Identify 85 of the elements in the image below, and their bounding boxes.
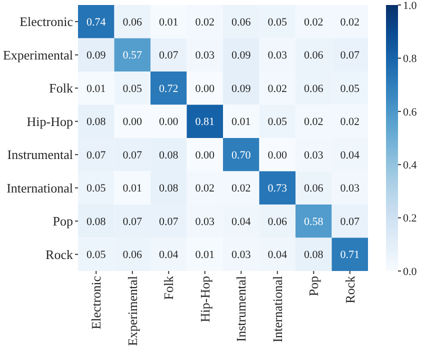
data-label: 0.06 [304, 82, 324, 95]
data-label: 0.07 [340, 50, 360, 62]
data-label: 0.00 [195, 82, 215, 95]
data-label: 0.71 [340, 249, 360, 262]
data-label: 0.09 [232, 82, 252, 95]
data-label: 0.02 [304, 16, 324, 28]
data-label: 0.06 [304, 50, 324, 62]
data-label: 0.08 [86, 216, 106, 228]
x-tick-label: Hip-Hop [197, 276, 212, 322]
data-label: 0.58 [304, 216, 324, 228]
data-label: 0.03 [340, 182, 360, 195]
y-tick-label: Pop [52, 214, 73, 229]
data-label: 0.08 [159, 182, 179, 195]
data-label: 0.08 [304, 249, 324, 262]
data-label: 0.05 [340, 82, 360, 95]
data-label: 0.07 [122, 216, 142, 228]
data-label: 0.74 [86, 16, 106, 28]
data-label: 0.05 [268, 16, 288, 28]
x-tick-label: Rock [342, 276, 358, 304]
data-label: 0.57 [122, 50, 142, 62]
data-label: 0.07 [122, 149, 142, 162]
x-tick-label: Pop [306, 276, 322, 296]
data-label: 0.03 [195, 216, 215, 228]
color-bar-label: 0.2 [403, 212, 417, 225]
color-bar-label: 0.8 [403, 53, 418, 66]
data-label: 0.07 [159, 50, 179, 62]
x-tick-label: International [270, 276, 285, 342]
data-label: 0.02 [195, 16, 214, 28]
data-label: 0.01 [232, 116, 251, 128]
data-label: 0.06 [122, 16, 142, 28]
data-label: 0.03 [268, 50, 288, 62]
data-label: 0.04 [340, 149, 360, 162]
y-tick-label: Experimental [2, 47, 74, 62]
y-tick-label: Hip-Hop [26, 114, 73, 129]
data-label: 0.00 [159, 116, 179, 128]
data-label: 0.05 [122, 82, 142, 95]
y-tick-label: Instrumental [7, 147, 74, 162]
x-tick-label: Instrumental [234, 276, 249, 342]
data-label: 0.05 [86, 182, 106, 195]
data-label: 0.02 [232, 182, 251, 195]
x-tick-label: Experimental [124, 276, 140, 346]
data-label: 0.06 [304, 182, 324, 195]
data-label: 0.05 [86, 249, 106, 262]
data-label: 0.02 [340, 16, 360, 28]
data-label: 0.81 [195, 116, 214, 128]
data-label: 0.03 [232, 249, 252, 262]
y-tick-label: Electronic [20, 14, 74, 30]
y-tick-label: Rock [46, 246, 74, 262]
data-label: 0.70 [232, 149, 252, 162]
data-label: 0.02 [340, 116, 360, 128]
data-label: 0.03 [304, 149, 324, 162]
y-tick-label: Folk [49, 80, 74, 96]
data-label: 0.02 [268, 82, 287, 95]
data-label: 0.05 [268, 116, 288, 128]
color-bar-label: 0.0 [403, 266, 418, 278]
data-label: 0.73 [268, 182, 288, 195]
data-label: 0.04 [232, 216, 252, 228]
data-label: 0.01 [122, 182, 142, 195]
data-label: 0.09 [86, 50, 106, 62]
data-label: 0.72 [159, 82, 178, 95]
y-tick-label: International [6, 180, 74, 196]
data-label: 0.06 [122, 249, 142, 262]
data-label: 0.07 [86, 149, 106, 162]
data-label: 0.02 [304, 116, 324, 128]
color-bar-label: 0.4 [403, 159, 418, 172]
data-label: 0.00 [268, 149, 288, 162]
data-label: 0.07 [340, 216, 360, 228]
data-label: 0.06 [232, 16, 252, 28]
data-label: 0.00 [195, 149, 215, 162]
data-label: 0.09 [232, 50, 252, 62]
data-label: 0.03 [195, 50, 215, 62]
x-tick-label: Folk [161, 276, 176, 300]
data-label: 0.00 [122, 116, 142, 128]
data-label: 0.01 [86, 82, 106, 95]
data-label: 0.06 [268, 216, 288, 228]
data-label: 0.04 [268, 249, 288, 262]
color-bar-label: 1.0 [403, 0, 418, 12]
data-label: 0.07 [159, 216, 179, 228]
data-label: 0.08 [159, 149, 179, 162]
data-label: 0.04 [159, 249, 179, 262]
data-label: 0.02 [195, 182, 214, 195]
data-label: 0.01 [159, 16, 178, 28]
data-label: 0.01 [195, 249, 214, 262]
data-label: 0.08 [86, 116, 106, 128]
color-bar-label: 0.6 [403, 106, 418, 118]
